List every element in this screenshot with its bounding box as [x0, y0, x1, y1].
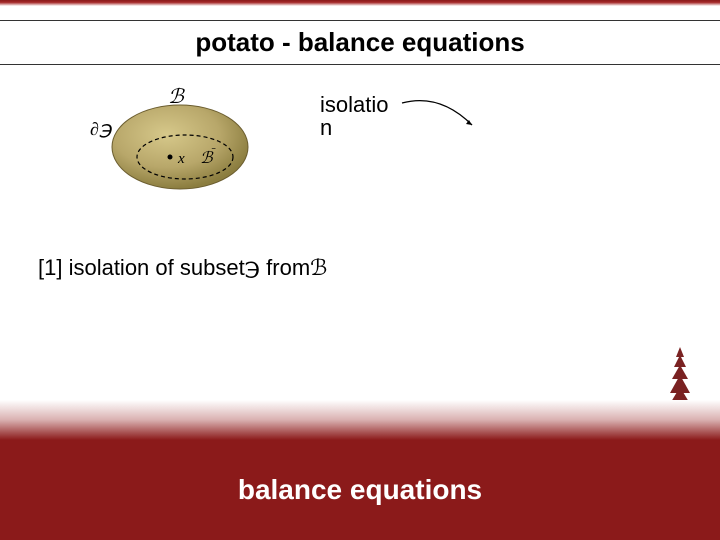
isolation-line1: isolatio [320, 92, 388, 117]
footer-band: balance equations [0, 440, 720, 540]
potato-body [112, 105, 248, 189]
point-x-label: x [177, 151, 185, 167]
isolation-arrow [400, 95, 480, 135]
isolation-line2: n [320, 115, 332, 140]
b-script-label: ℬ [168, 86, 185, 108]
footer-gradient [0, 400, 720, 440]
footer-title: balance equations [238, 474, 482, 506]
body-text: [1] isolation of subset℈ fromℬ [38, 255, 327, 281]
point-x-dot [168, 155, 173, 160]
isolation-label: isolatio n [320, 93, 388, 139]
arrow-path [402, 101, 472, 125]
top-accent-bar [0, 0, 720, 6]
boundary-label: ∂℈ [90, 119, 113, 139]
title-band: potato - balance equations [0, 20, 720, 65]
potato-diagram: x ℬ̄ ℬ ∂℈ [90, 85, 260, 195]
slide-title: potato - balance equations [0, 27, 720, 58]
content-area: x ℬ̄ ℬ ∂℈ isolatio n [1] isolation of su… [0, 65, 720, 395]
footer-area: balance equations [0, 400, 720, 540]
